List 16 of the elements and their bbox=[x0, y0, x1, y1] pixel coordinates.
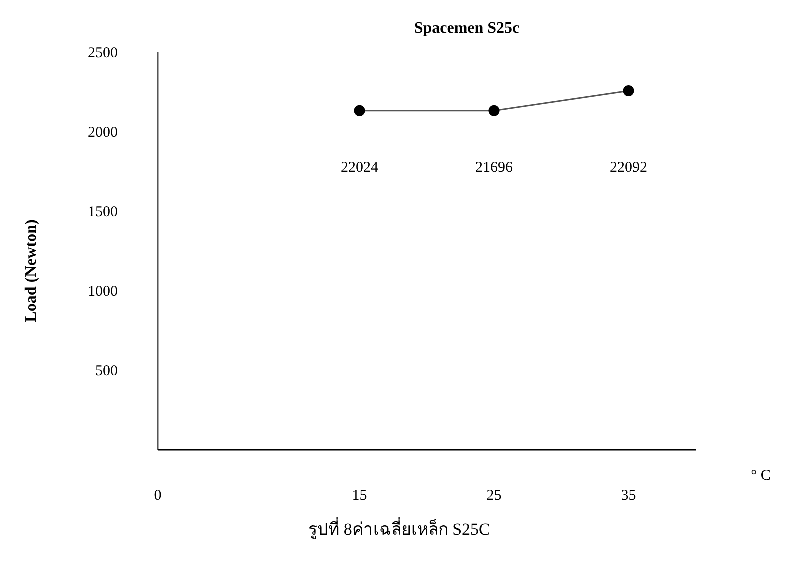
y-tick-label: 1500 bbox=[88, 204, 118, 220]
x-axis-title: ° C bbox=[751, 468, 771, 484]
x-tick-label: 25 bbox=[486, 488, 502, 504]
annotation: 21696 bbox=[476, 160, 514, 176]
annotation: 22092 bbox=[610, 160, 648, 176]
x-tick-label: 15 bbox=[352, 488, 368, 504]
y-tick-label: 2000 bbox=[88, 124, 118, 141]
x-tick-label: 0 bbox=[154, 488, 162, 504]
y-tick-label: 500 bbox=[96, 364, 118, 380]
x-tick-label: 35 bbox=[621, 488, 636, 504]
y-axis-title: Load (Newton) bbox=[23, 220, 40, 322]
y-tick-label: 2500 bbox=[88, 45, 118, 62]
annotation: 22024 bbox=[341, 160, 379, 176]
text: รูปที่ 8ค่าเฉลี่ยเหล็ก S25C bbox=[308, 517, 490, 540]
chart-title: Spacemen S25c bbox=[414, 20, 520, 37]
y-tick-label: 1000 bbox=[88, 284, 118, 300]
